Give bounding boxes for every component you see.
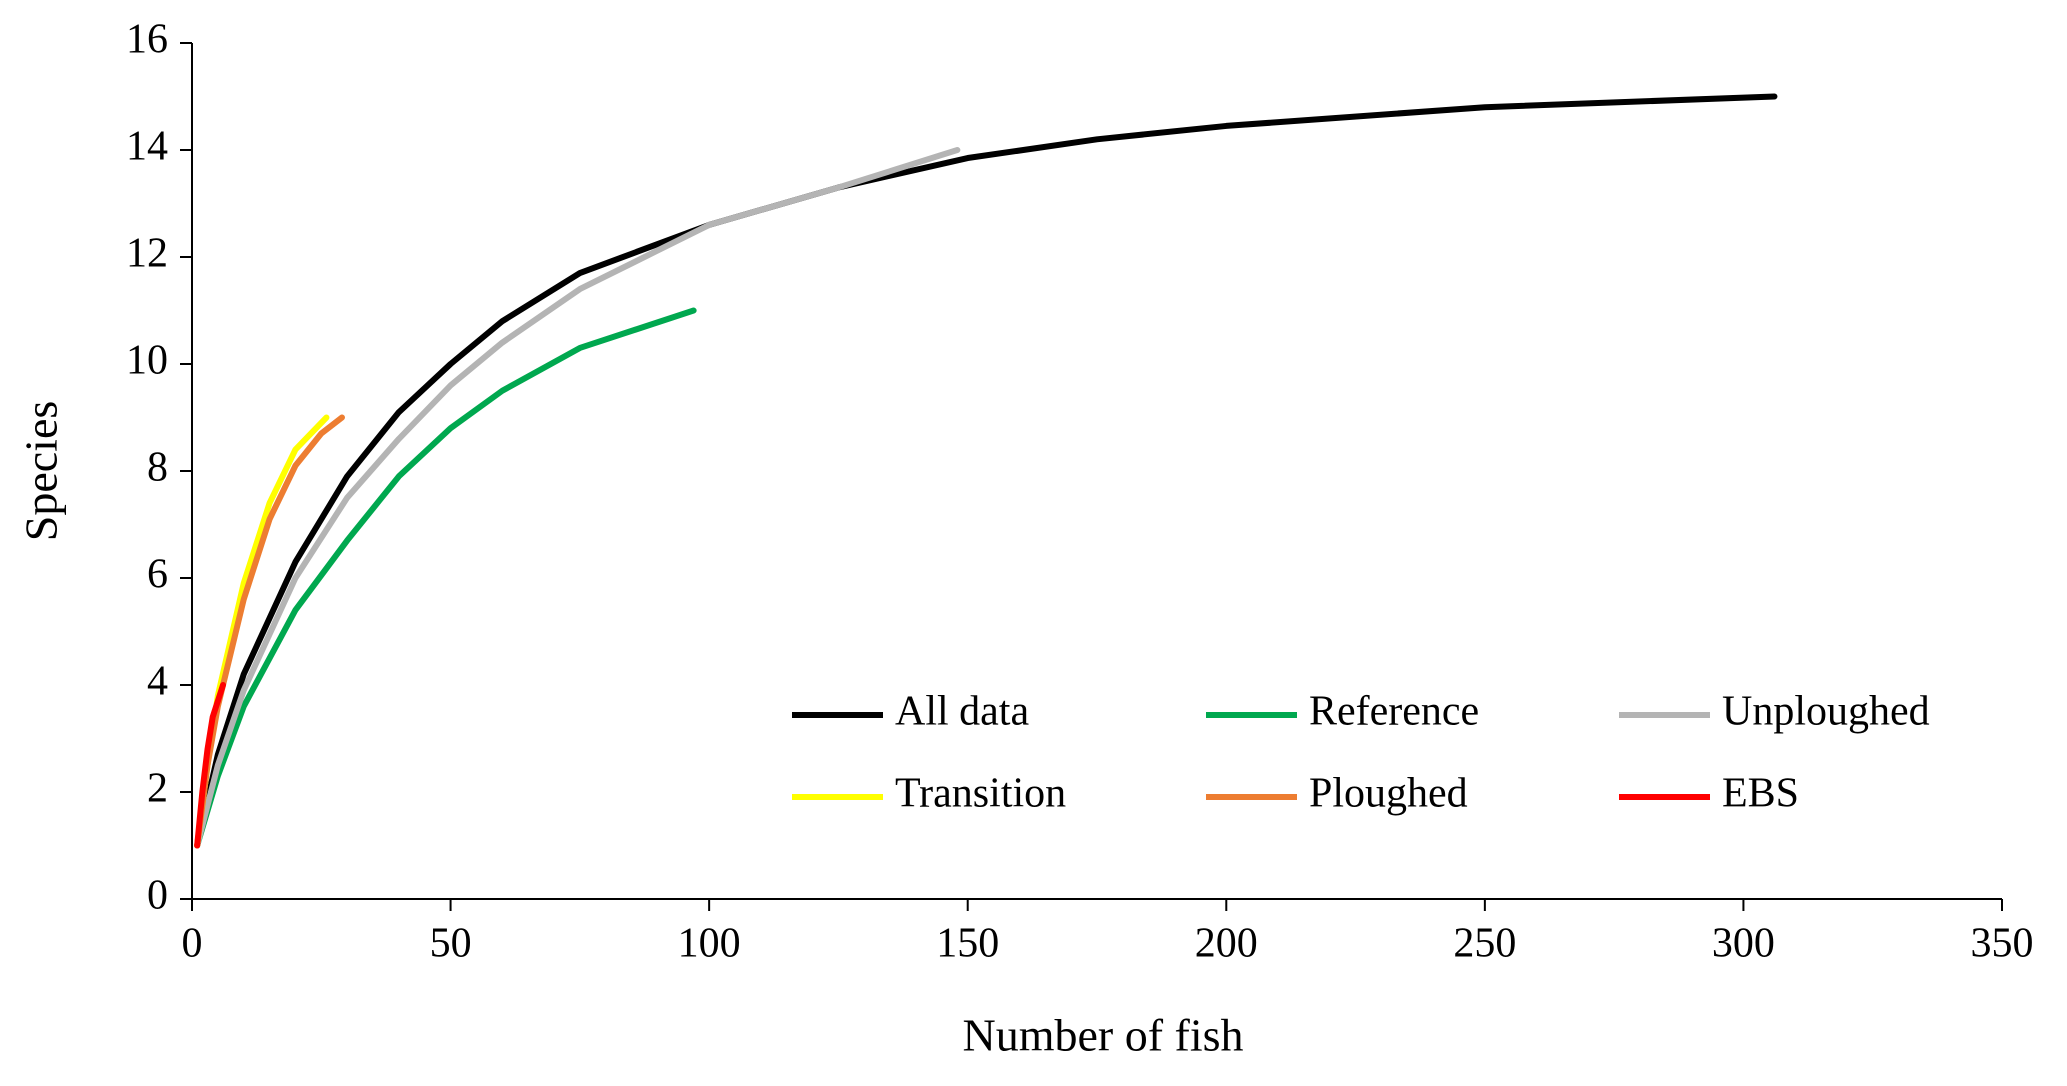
legend-label: All data <box>895 689 1029 735</box>
y-tick-label: 10 <box>126 338 168 384</box>
y-axis-title: Species <box>16 401 67 542</box>
y-tick-label: 16 <box>126 17 168 63</box>
y-tick-label: 12 <box>126 231 168 277</box>
x-tick-label: 200 <box>1195 921 1258 967</box>
x-tick-label: 150 <box>936 921 999 967</box>
y-tick-label: 8 <box>147 445 168 491</box>
series-line <box>194 147 961 849</box>
x-tick-label: 250 <box>1453 921 1516 967</box>
legend-label: Unploughed <box>1722 689 1930 735</box>
series-line <box>194 93 1778 849</box>
y-tick-label: 4 <box>147 659 168 705</box>
y-tick-label: 2 <box>147 766 168 812</box>
y-tick-label: 6 <box>147 552 168 598</box>
x-tick-label: 300 <box>1712 921 1775 967</box>
x-tick-label: 350 <box>1971 921 2034 967</box>
legend-label: Transition <box>895 771 1066 817</box>
x-axis-title: Number of fish <box>962 1010 1243 1061</box>
series-line <box>194 307 697 849</box>
series-line <box>194 682 227 849</box>
legend-label: Ploughed <box>1309 771 1468 817</box>
legend-label: Reference <box>1309 689 1479 735</box>
y-tick-label: 14 <box>126 124 168 170</box>
y-tick-label: 0 <box>147 873 168 919</box>
x-tick-label: 0 <box>182 921 203 967</box>
x-tick-label: 100 <box>678 921 741 967</box>
legend-label: EBS <box>1722 771 1799 817</box>
x-tick-label: 50 <box>430 921 472 967</box>
